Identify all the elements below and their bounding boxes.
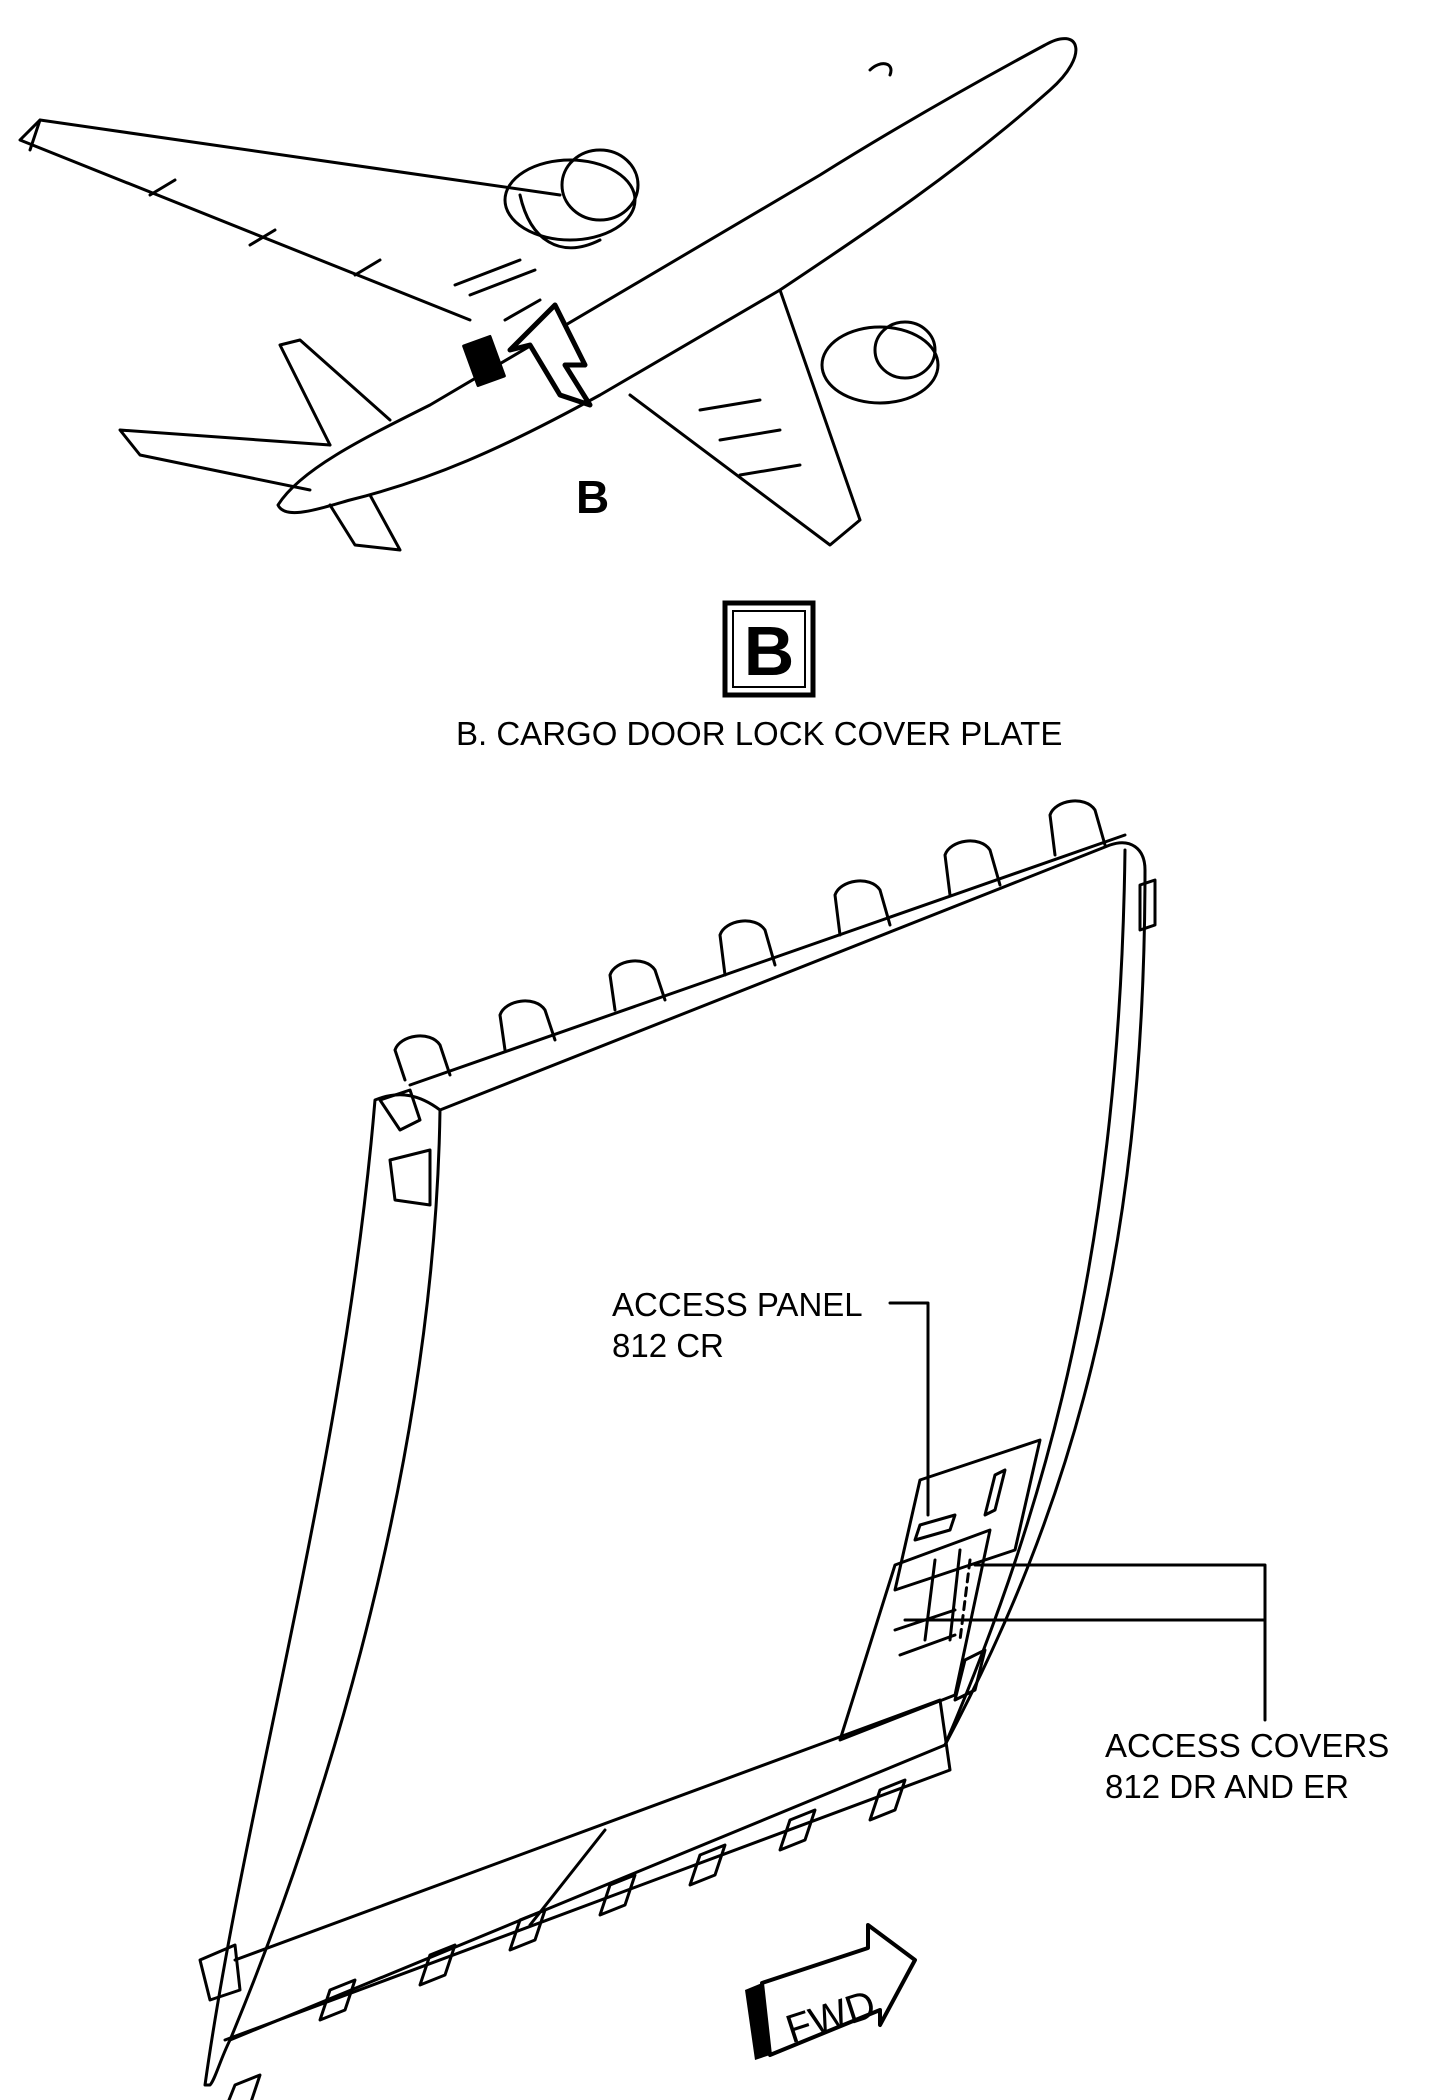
view-title: B. CARGO DOOR LOCK COVER PLATE xyxy=(456,715,1062,752)
aircraft-illustration xyxy=(18,37,1078,552)
view-letter: B xyxy=(744,612,795,690)
cargo-door-illustration xyxy=(198,799,1157,2100)
callout-letter: B xyxy=(576,471,609,523)
leader-lines xyxy=(888,1301,1267,1722)
access-panel-number: 812 CR xyxy=(612,1327,724,1364)
view-b-arrow xyxy=(507,302,593,408)
access-covers-number: 812 DR AND ER xyxy=(1105,1768,1349,1805)
view-letter-box xyxy=(722,600,816,698)
forward-arrow xyxy=(745,1923,917,2060)
access-panel-label: ACCESS PANEL xyxy=(612,1286,863,1323)
access-covers-label: ACCESS COVERS xyxy=(1105,1727,1389,1764)
